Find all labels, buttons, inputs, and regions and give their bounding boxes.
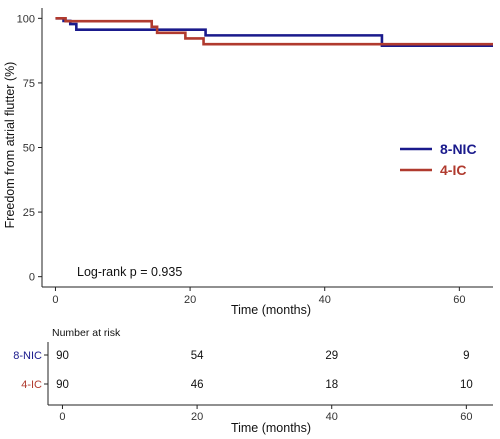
risk-table: 8-NIC 90 54 29 9 4-IC 90 46 18 10 0 20 40 60 bbox=[13, 342, 493, 423]
risk-count: 90 bbox=[56, 350, 69, 362]
risk-x-tick-label: 40 bbox=[326, 411, 338, 423]
legend-label-4-ic: 4-IC bbox=[440, 162, 466, 178]
series-line-8-nic bbox=[55, 17, 493, 48]
x-axis-label: Time (months) bbox=[231, 303, 311, 317]
risk-table-heading: Number at risk bbox=[52, 327, 121, 339]
risk-x-tick-label: 20 bbox=[191, 411, 203, 423]
risk-count: 29 bbox=[325, 350, 338, 362]
plot-area: 0 25 50 75 100 0 20 40 60 bbox=[17, 8, 493, 306]
x-tick-label: 0 bbox=[52, 294, 58, 306]
x-tick-label: 20 bbox=[184, 294, 196, 306]
risk-count: 54 bbox=[191, 350, 204, 362]
risk-group-label-8-nic: 8-NIC bbox=[13, 350, 42, 362]
legend-label-8-nic: 8-NIC bbox=[440, 141, 477, 157]
y-axis-label: Freedom from atrial flutter (%) bbox=[3, 62, 17, 229]
risk-count: 18 bbox=[325, 379, 338, 391]
risk-group-label-4-ic: 4-IC bbox=[21, 379, 42, 391]
x-tick-label: 60 bbox=[453, 294, 465, 306]
risk-count: 46 bbox=[191, 379, 204, 391]
risk-count: 90 bbox=[56, 379, 69, 391]
series-line-4-ic bbox=[55, 17, 493, 46]
x-tick-label: 40 bbox=[319, 294, 331, 306]
y-tick-label: 25 bbox=[23, 207, 35, 219]
y-tick-label: 75 bbox=[23, 78, 35, 90]
legend: 8-NIC 4-IC bbox=[400, 141, 477, 178]
risk-x-tick-label: 0 bbox=[59, 411, 65, 423]
risk-x-axis-label: Time (months) bbox=[231, 421, 311, 435]
log-rank-annotation: Log-rank p = 0.935 bbox=[77, 265, 182, 279]
risk-count: 10 bbox=[460, 379, 473, 391]
y-tick-label: 50 bbox=[23, 143, 35, 155]
y-tick-label: 100 bbox=[17, 13, 35, 25]
risk-x-tick-label: 60 bbox=[460, 411, 472, 423]
y-tick-label: 0 bbox=[29, 272, 35, 284]
risk-count: 9 bbox=[463, 350, 469, 362]
